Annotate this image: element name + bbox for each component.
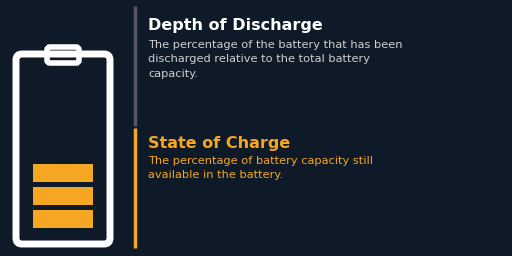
Bar [33,210,93,228]
Bar [33,164,93,182]
Text: The percentage of battery capacity still
available in the battery.: The percentage of battery capacity still… [148,156,373,180]
Text: State of Charge: State of Charge [148,136,290,151]
Bar [33,187,93,205]
Text: Depth of Discharge: Depth of Discharge [148,18,323,33]
Text: The percentage of the battery that has been
discharged relative to the total bat: The percentage of the battery that has b… [148,40,402,79]
